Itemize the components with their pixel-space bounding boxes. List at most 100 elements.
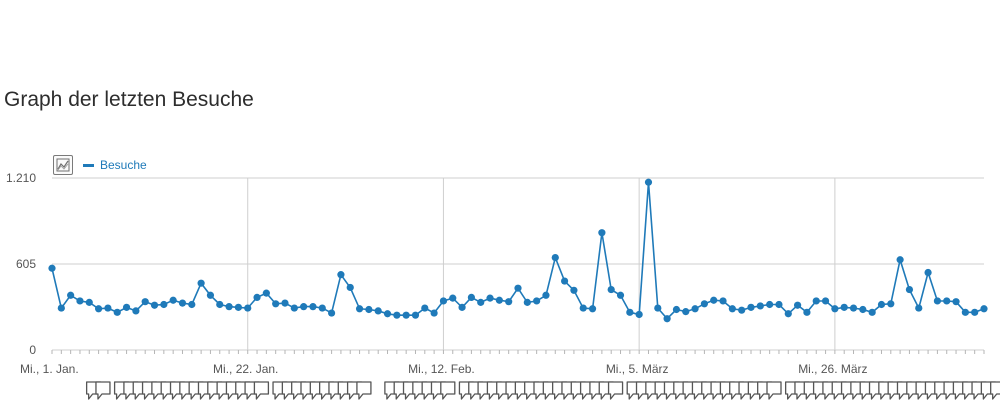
annotation-icon[interactable] <box>990 381 1000 400</box>
data-point[interactable] <box>523 298 531 306</box>
data-point[interactable] <box>383 310 392 318</box>
data-point[interactable] <box>206 291 215 299</box>
data-point[interactable] <box>430 309 438 317</box>
data-point[interactable] <box>197 279 205 287</box>
data-point[interactable] <box>710 296 718 304</box>
data-point[interactable] <box>141 298 149 306</box>
data-point[interactable] <box>905 285 914 294</box>
data-point[interactable] <box>542 291 550 299</box>
data-point[interactable] <box>411 311 420 319</box>
data-point[interactable] <box>113 308 121 316</box>
data-point[interactable] <box>76 297 84 305</box>
data-point[interactable] <box>458 303 466 311</box>
data-point[interactable] <box>57 304 65 312</box>
data-point[interactable] <box>672 305 681 314</box>
data-point[interactable] <box>477 298 485 306</box>
data-point[interactable] <box>868 308 876 316</box>
data-point[interactable] <box>598 229 606 237</box>
data-point[interactable] <box>831 305 839 313</box>
data-point[interactable] <box>896 256 904 264</box>
annotation-icon[interactable] <box>95 381 111 400</box>
data-point[interactable] <box>840 303 848 311</box>
data-point[interactable] <box>691 305 699 313</box>
data-point[interactable] <box>486 294 494 302</box>
data-point[interactable] <box>663 315 671 323</box>
data-point[interactable] <box>169 296 177 304</box>
data-point[interactable] <box>495 296 503 304</box>
data-point[interactable] <box>821 297 830 305</box>
data-point[interactable] <box>859 305 867 314</box>
data-point[interactable] <box>616 291 625 299</box>
data-point[interactable] <box>262 289 270 297</box>
data-point[interactable] <box>775 300 783 309</box>
data-point[interactable] <box>188 300 196 309</box>
annotation-icon[interactable] <box>766 381 782 400</box>
data-point[interactable] <box>719 297 727 305</box>
data-point[interactable] <box>570 286 578 294</box>
data-point[interactable] <box>924 268 932 277</box>
data-point[interactable] <box>579 304 587 312</box>
data-point[interactable] <box>160 300 168 309</box>
data-point[interactable] <box>794 301 802 309</box>
data-point[interactable] <box>272 300 280 308</box>
annotation-icon[interactable] <box>607 381 624 400</box>
data-point[interactable] <box>421 304 429 312</box>
data-point[interactable] <box>943 297 951 305</box>
data-point[interactable] <box>952 298 960 306</box>
data-point[interactable] <box>644 178 653 186</box>
data-point[interactable] <box>849 304 858 312</box>
data-point[interactable] <box>877 300 886 309</box>
data-point[interactable] <box>887 300 895 308</box>
data-point[interactable] <box>281 299 289 307</box>
data-point[interactable] <box>318 304 326 312</box>
data-point[interactable] <box>449 294 457 302</box>
data-point[interactable] <box>747 303 755 311</box>
data-point[interactable] <box>439 297 448 305</box>
data-point[interactable] <box>635 310 643 319</box>
data-point[interactable] <box>551 254 559 262</box>
data-point[interactable] <box>756 302 764 310</box>
legend-item-besuche[interactable]: Besuche <box>83 158 147 172</box>
data-point[interactable] <box>290 304 298 312</box>
annotation-icon[interactable] <box>440 381 456 400</box>
data-point[interactable] <box>309 303 317 311</box>
data-point[interactable] <box>812 297 820 305</box>
data-point[interactable] <box>533 297 541 305</box>
data-point[interactable] <box>933 297 942 305</box>
data-point[interactable] <box>300 303 308 311</box>
data-point[interactable] <box>234 303 242 311</box>
data-point[interactable] <box>738 306 746 314</box>
annotation-icon[interactable] <box>356 381 372 400</box>
data-point[interactable] <box>393 311 401 319</box>
data-point[interactable] <box>700 300 709 308</box>
data-point[interactable] <box>607 285 615 294</box>
data-point[interactable] <box>588 305 597 313</box>
data-point[interactable] <box>365 305 373 314</box>
data-point[interactable] <box>971 308 979 316</box>
data-point[interactable] <box>104 304 112 312</box>
data-point[interactable] <box>150 301 159 309</box>
data-point[interactable] <box>505 298 513 306</box>
data-point[interactable] <box>132 307 140 315</box>
data-point[interactable] <box>355 305 364 313</box>
data-point[interactable] <box>728 305 736 313</box>
data-point[interactable] <box>253 293 261 302</box>
data-point[interactable] <box>48 264 56 272</box>
data-point[interactable] <box>467 293 475 302</box>
data-point[interactable] <box>514 284 522 292</box>
data-point[interactable] <box>803 308 811 316</box>
data-point[interactable] <box>915 304 923 312</box>
data-point[interactable] <box>766 300 774 309</box>
data-point[interactable] <box>337 271 345 279</box>
data-point[interactable] <box>216 300 224 309</box>
data-point[interactable] <box>626 308 634 316</box>
data-point[interactable] <box>402 311 410 319</box>
data-point[interactable] <box>561 277 569 285</box>
annotation-icon[interactable] <box>253 381 270 400</box>
data-point[interactable] <box>346 283 354 292</box>
data-point[interactable] <box>328 309 336 317</box>
data-point[interactable] <box>654 304 662 312</box>
data-point[interactable] <box>784 310 792 318</box>
chart-type-button[interactable] <box>53 155 73 175</box>
data-point[interactable] <box>374 307 382 315</box>
